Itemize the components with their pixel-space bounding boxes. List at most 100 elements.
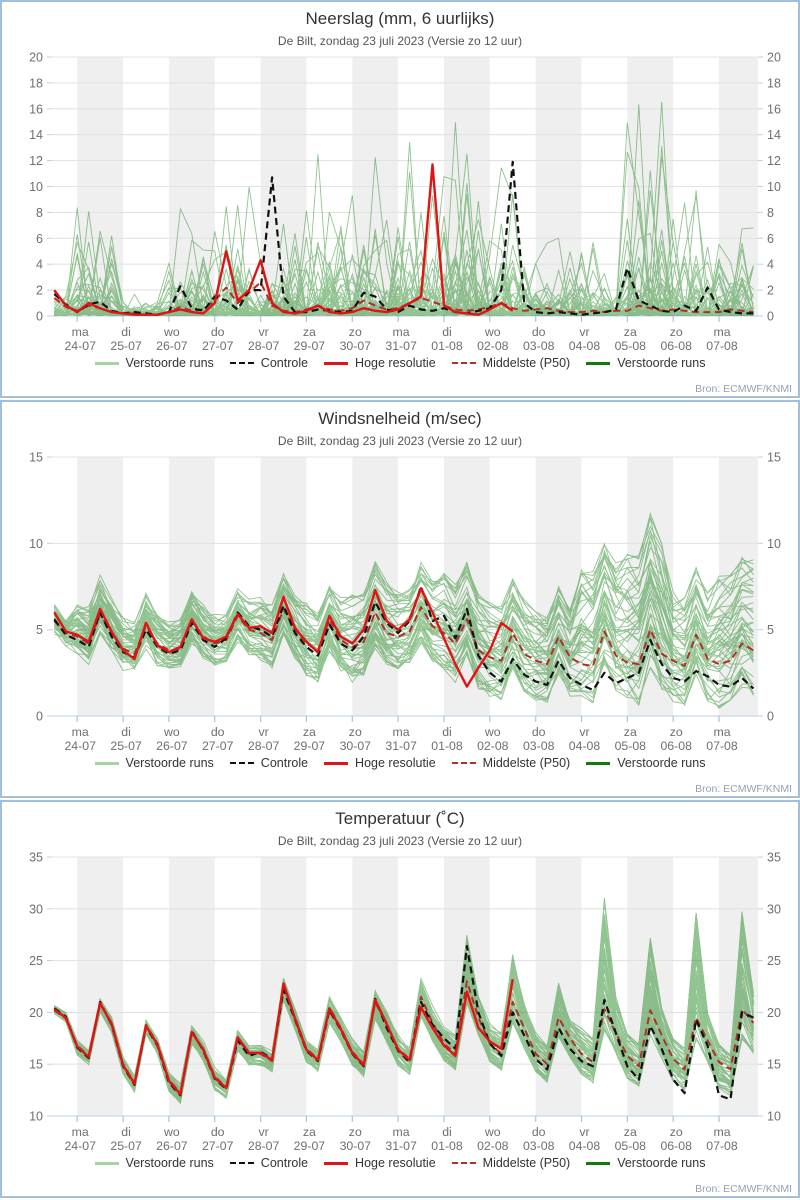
svg-text:vr: vr	[579, 1125, 589, 1139]
darkred-dashed-swatch-icon	[451, 362, 476, 364]
chart-legend: Verstoorde runs Controle Hoge resolutie Mid…	[2, 356, 798, 370]
svg-text:25: 25	[767, 954, 781, 968]
svg-text:25: 25	[29, 954, 43, 968]
darkgreen-solid-swatch-icon	[586, 1161, 611, 1165]
svg-text:0: 0	[36, 310, 43, 324]
svg-text:25-07: 25-07	[110, 1139, 142, 1153]
legend-label: Middelste (P50)	[482, 756, 571, 770]
series-hires	[53, 163, 514, 316]
svg-text:10: 10	[767, 1110, 781, 1124]
red-solid-swatch-icon	[324, 1161, 349, 1165]
svg-text:26-07: 26-07	[156, 739, 188, 753]
ensemble-lines	[53, 897, 754, 1105]
x-axis: ma24-07di25-07wo26-07do27-07vr28-07za29-…	[64, 316, 738, 353]
legend-item-light-green-solid: Verstoorde runs	[94, 756, 214, 770]
svg-text:03-08: 03-08	[523, 339, 555, 353]
svg-text:25-07: 25-07	[110, 739, 142, 753]
legend-item-black-dashed: Controle	[229, 356, 309, 370]
darkgreen-solid-swatch-icon	[586, 361, 611, 365]
svg-text:18: 18	[29, 76, 43, 90]
svg-text:31-07: 31-07	[385, 1139, 417, 1153]
svg-text:12: 12	[29, 154, 43, 168]
svg-text:2: 2	[767, 284, 774, 298]
panel-windsnelheid: Windsnelheid (m/sec) De Bilt, zondag 23 …	[0, 400, 800, 798]
chart-subtitle: De Bilt, zondag 23 juli 2023 (Versie zo …	[277, 434, 523, 448]
legend-item-red-solid: Hoge resolutie	[324, 756, 436, 770]
light-green-solid-swatch-icon	[94, 1161, 119, 1165]
legend-item-darkgreen-solid: Verstoorde runs	[586, 1156, 705, 1170]
svg-text:za: za	[624, 725, 637, 739]
svg-text:10: 10	[767, 537, 781, 551]
svg-text:10: 10	[767, 180, 781, 194]
red-solid-swatch-icon	[324, 361, 349, 365]
svg-text:do: do	[532, 725, 546, 739]
svg-text:ma: ma	[393, 725, 410, 739]
svg-text:6: 6	[767, 232, 774, 246]
legend-label: Verstoorde runs	[617, 1156, 706, 1170]
svg-text:06-08: 06-08	[660, 339, 692, 353]
svg-text:5: 5	[767, 623, 774, 637]
svg-text:24-07: 24-07	[64, 739, 96, 753]
series-median	[53, 606, 754, 667]
svg-text:30-07: 30-07	[340, 339, 372, 353]
legend-label: Verstoorde runs	[125, 1156, 214, 1170]
svg-text:30: 30	[767, 902, 781, 916]
svg-text:18: 18	[767, 76, 781, 90]
x-axis: ma24-07di25-07wo26-07do27-07vr28-07za29-…	[64, 716, 738, 753]
svg-text:01-08: 01-08	[431, 339, 463, 353]
page-title: Temperatuur (˚C)	[335, 809, 465, 828]
source-note: Bron: ECMWF/KNMI	[695, 383, 792, 395]
source-note: Bron: ECMWF/KNMI	[695, 783, 792, 795]
svg-text:4: 4	[36, 258, 43, 272]
legend-item-black-dashed: Controle	[229, 756, 309, 770]
svg-text:02-08: 02-08	[477, 1139, 509, 1153]
svg-text:30-07: 30-07	[340, 1139, 372, 1153]
chart-subtitle: De Bilt, zondag 23 juli 2023 (Versie zo …	[277, 834, 523, 848]
svg-text:5: 5	[36, 623, 43, 637]
svg-text:05-08: 05-08	[615, 1139, 647, 1153]
svg-text:di: di	[121, 725, 131, 739]
legend-label: Middelste (P50)	[482, 356, 571, 370]
svg-text:05-08: 05-08	[615, 739, 647, 753]
legend-item-light-green-solid: Verstoorde runs	[94, 1156, 214, 1170]
legend-label: Hoge resolutie	[355, 1156, 436, 1170]
svg-text:31-07: 31-07	[385, 739, 417, 753]
svg-text:16: 16	[29, 102, 43, 116]
svg-text:vr: vr	[258, 1125, 268, 1139]
legend-label: Controle	[260, 756, 309, 770]
svg-text:za: za	[624, 1125, 637, 1139]
svg-text:03-08: 03-08	[523, 1139, 555, 1153]
svg-text:do: do	[532, 325, 546, 339]
main-series	[53, 585, 755, 692]
darkgreen-solid-swatch-icon	[586, 761, 611, 765]
svg-text:ma: ma	[713, 725, 730, 739]
svg-text:0: 0	[36, 710, 43, 724]
svg-text:zo: zo	[349, 1125, 362, 1139]
black-dashed-swatch-icon	[229, 362, 254, 364]
svg-text:03-08: 03-08	[523, 739, 555, 753]
svg-text:28-07: 28-07	[248, 339, 280, 353]
svg-text:12: 12	[767, 154, 781, 168]
svg-text:04-08: 04-08	[569, 739, 601, 753]
svg-text:20: 20	[29, 51, 43, 65]
svg-text:06-08: 06-08	[660, 1139, 692, 1153]
svg-text:ma: ma	[713, 325, 730, 339]
legend-item-darkred-dashed: Middelste (P50)	[451, 356, 571, 370]
svg-text:02-08: 02-08	[477, 739, 509, 753]
legend-item-darkred-dashed: Middelste (P50)	[451, 756, 571, 770]
svg-text:ma: ma	[72, 725, 89, 739]
series-control	[53, 160, 754, 316]
light-green-solid-swatch-icon	[94, 761, 119, 765]
svg-text:28-07: 28-07	[248, 1139, 280, 1153]
legend-label: Controle	[260, 356, 309, 370]
svg-text:25-07: 25-07	[110, 339, 142, 353]
svg-text:35: 35	[767, 851, 781, 865]
source-note: Bron: ECMWF/KNMI	[695, 1183, 792, 1195]
svg-text:vr: vr	[579, 725, 589, 739]
svg-text:24-07: 24-07	[64, 1139, 96, 1153]
svg-text:14: 14	[29, 128, 43, 142]
panel-temperatuur: Temperatuur (˚C) De Bilt, zondag 23 juli…	[0, 800, 800, 1198]
svg-text:20: 20	[767, 1006, 781, 1020]
